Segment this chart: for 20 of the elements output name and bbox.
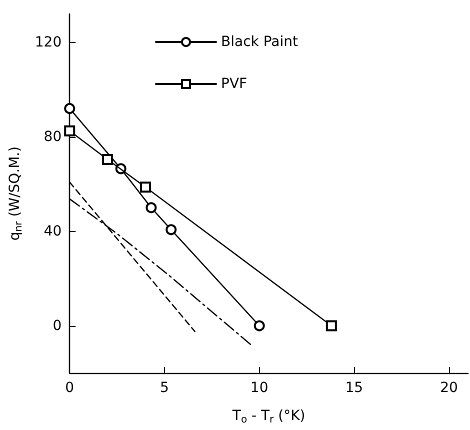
y-tick-label: 120 — [34, 34, 62, 50]
legend-label: PVF — [221, 76, 248, 92]
point — [64, 125, 76, 136]
point — [254, 320, 265, 332]
point — [326, 320, 337, 332]
x-tick-label: 10 — [250, 380, 268, 396]
x-tick-label: 20 — [440, 380, 458, 396]
x-tick-label: 0 — [65, 380, 74, 396]
point — [166, 224, 177, 236]
point — [140, 182, 152, 193]
y-tick-label: 80 — [44, 128, 62, 145]
y-axis-title: qnr (W/SQ.M.) — [7, 146, 24, 241]
x-tick-label: 15 — [345, 380, 364, 396]
y-tick-label: 40 — [44, 223, 62, 240]
y-tick-label: 0 — [52, 318, 62, 334]
point — [64, 102, 76, 114]
point — [146, 202, 157, 214]
x-tick-label: 5 — [160, 380, 169, 396]
point — [102, 154, 114, 165]
legend-label: Black Paint — [221, 34, 298, 50]
